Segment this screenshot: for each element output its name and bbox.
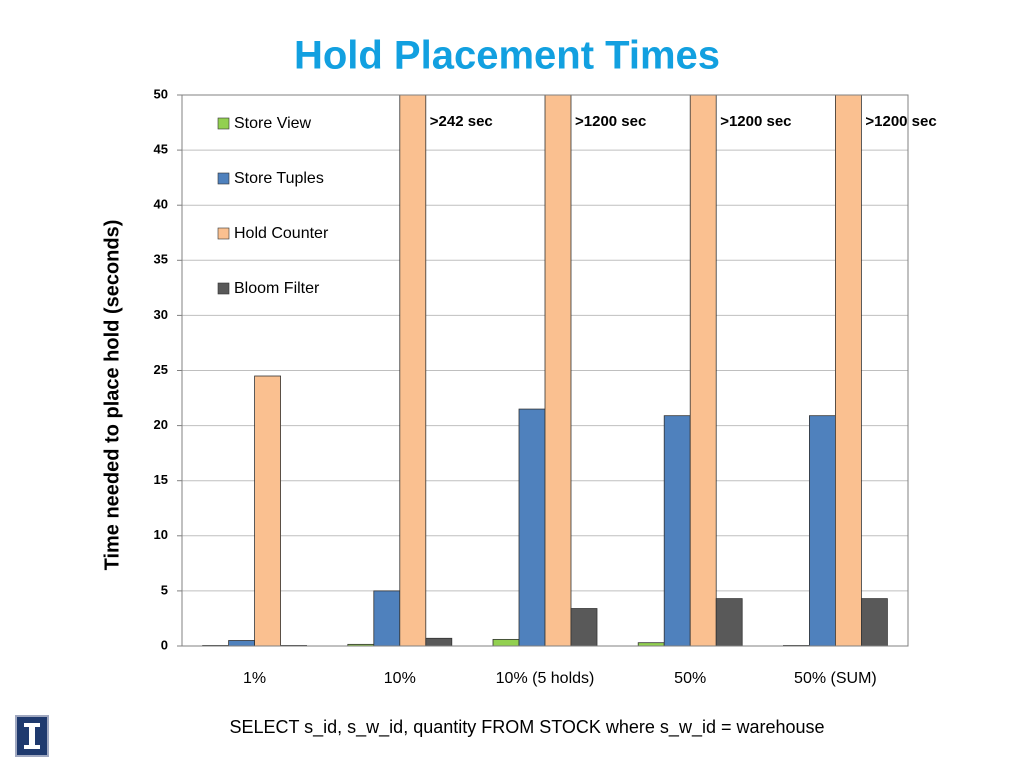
legend-swatch <box>217 227 230 240</box>
chart-title: Hold Placement Times <box>294 34 720 78</box>
bar <box>809 415 836 646</box>
plot-frame <box>181 94 909 647</box>
value-label: >1200 sec <box>720 113 791 130</box>
y-tick-label: 25 <box>154 362 168 377</box>
legend-label: Bloom Filter <box>234 280 320 297</box>
bar <box>663 415 691 646</box>
bar <box>228 640 256 646</box>
x-tick-label: 10% (5 holds) <box>496 670 595 687</box>
y-tick-label: 35 <box>154 252 168 267</box>
y-tick-label: 0 <box>161 637 168 652</box>
bar <box>544 95 572 646</box>
y-tick-label: 5 <box>161 582 168 597</box>
y-tick-label: 15 <box>154 472 168 487</box>
bar <box>689 95 717 646</box>
legend-swatch <box>217 282 230 295</box>
y-tick-label: 40 <box>154 197 168 212</box>
bar <box>254 375 282 646</box>
value-label: >1200 sec <box>575 113 646 130</box>
legend-label: Store Tuples <box>234 170 324 187</box>
legend-label: Hold Counter <box>234 225 329 242</box>
bar <box>492 638 520 646</box>
bar <box>835 95 862 646</box>
x-tick-label: 50% <box>674 670 706 687</box>
x-tick-label: 1% <box>243 670 266 687</box>
x-tick-label: 50% (SUM) <box>794 670 877 687</box>
logo <box>15 715 49 757</box>
value-label: >242 sec <box>430 113 493 130</box>
y-tick-label: 45 <box>154 142 168 157</box>
y-axis-label: Time needed to place hold (seconds) <box>101 220 123 571</box>
bar <box>861 598 888 646</box>
bar <box>399 95 427 646</box>
legend-label: Store View <box>234 115 312 132</box>
footnote: SELECT s_id, s_w_id, quantity FROM STOCK… <box>229 717 824 738</box>
bars <box>202 95 888 646</box>
labels: 0 5 10 15 20 25 30 35 40 45 50 1% 10% 10% (5 holds) 50… <box>154 86 937 687</box>
y-tick-label: 10 <box>154 527 168 542</box>
value-label: >1200 sec <box>865 113 936 130</box>
bar <box>425 637 453 646</box>
bar <box>373 590 401 646</box>
y-tick-label: 30 <box>154 307 168 322</box>
bar <box>715 598 743 646</box>
x-tick-label: 10% <box>384 670 416 687</box>
y-tick-label: 20 <box>154 417 168 432</box>
bar <box>518 408 546 646</box>
bar <box>570 608 598 646</box>
legend-swatch <box>217 172 230 185</box>
y-tick-label: 50 <box>154 86 168 101</box>
legend-swatch <box>217 117 230 130</box>
